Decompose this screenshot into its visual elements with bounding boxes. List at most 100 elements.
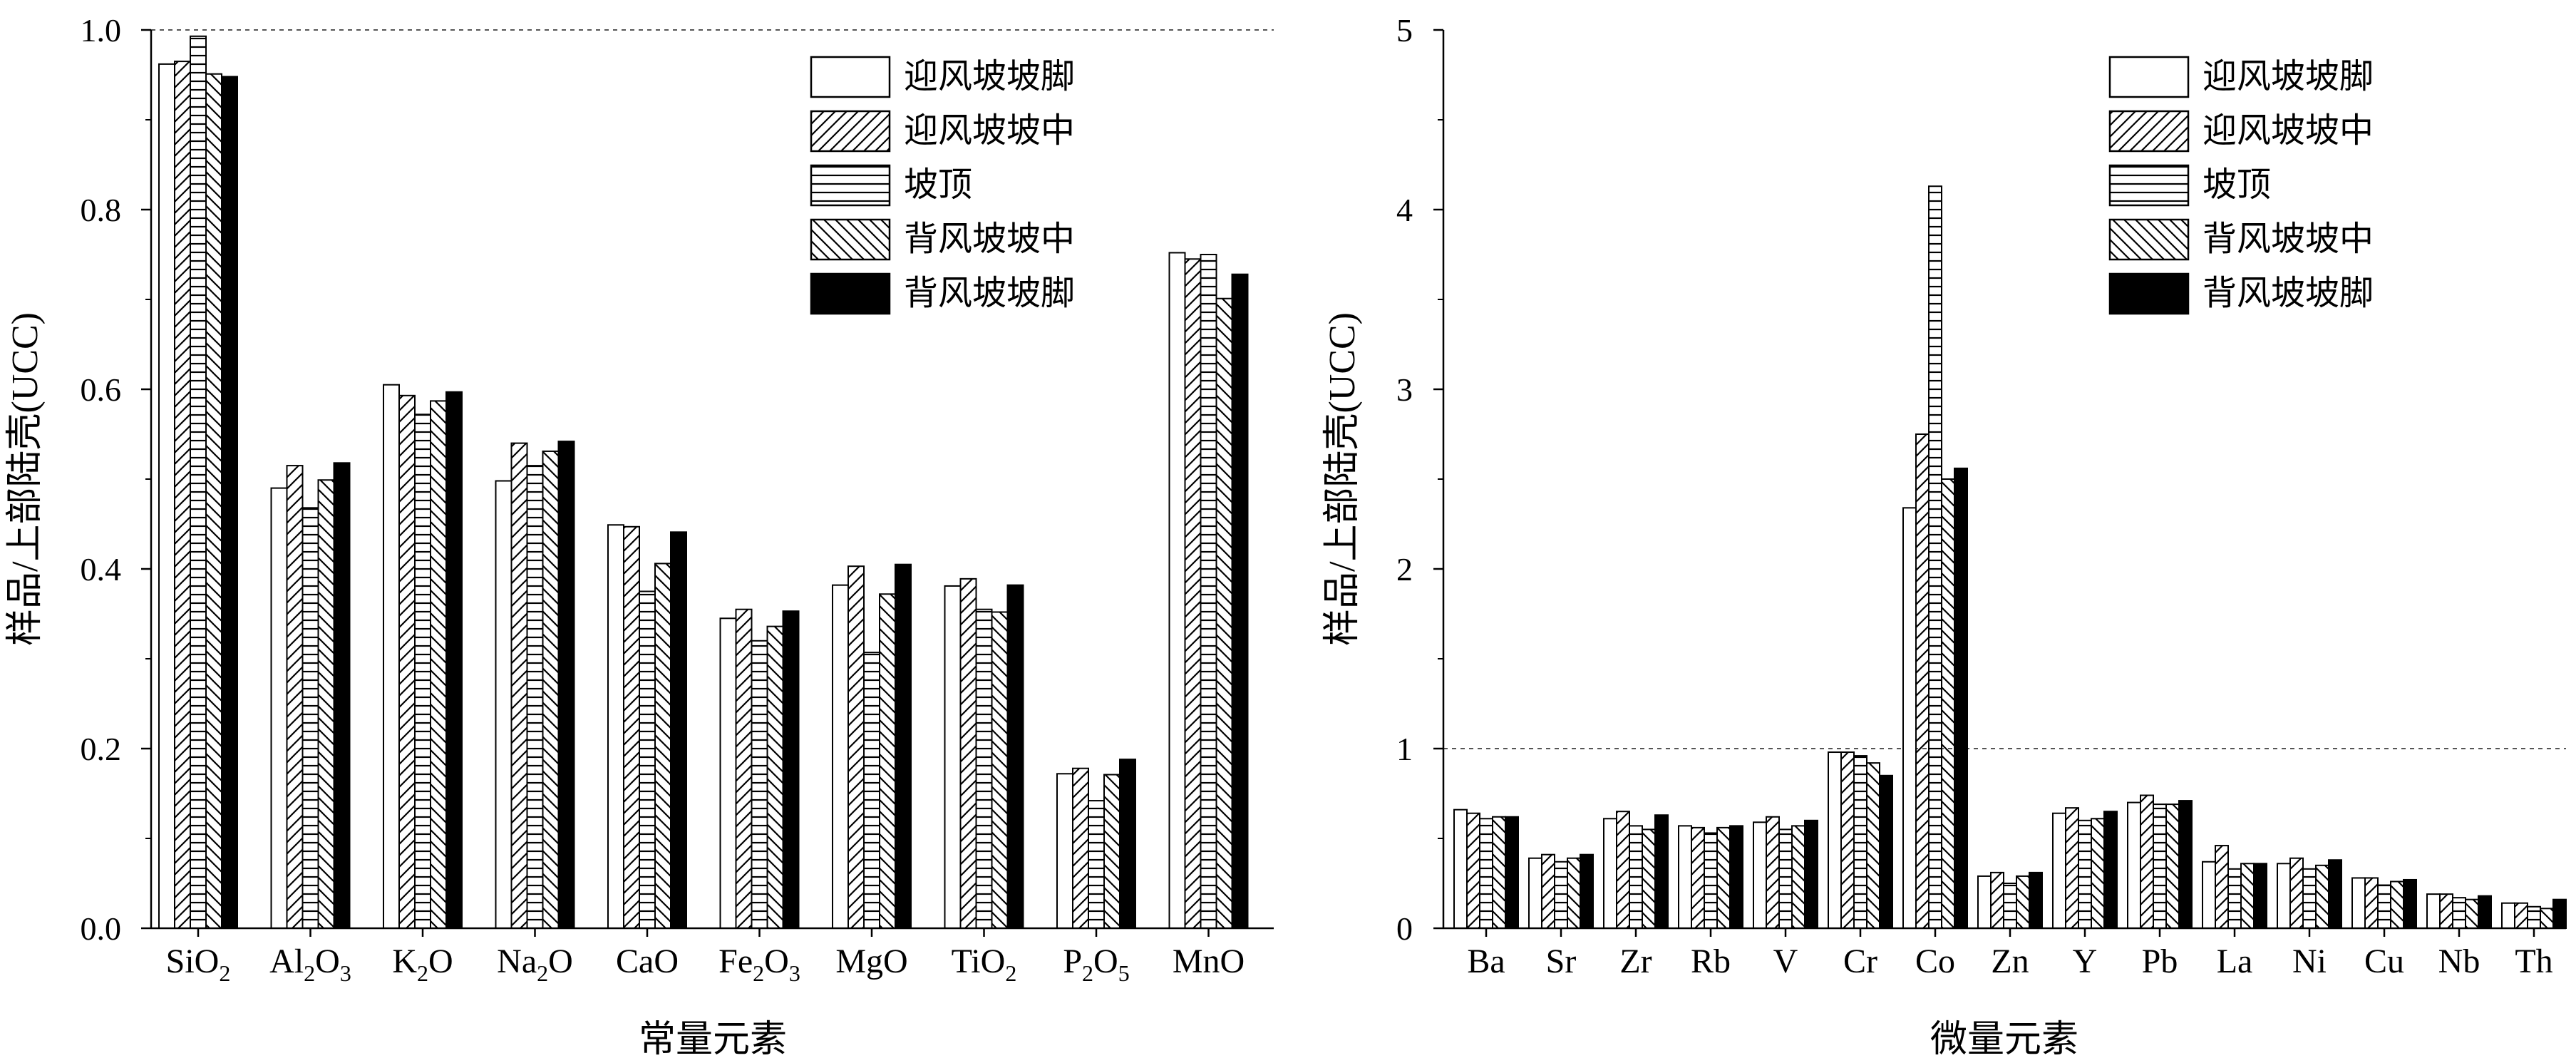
bar bbox=[383, 384, 400, 929]
bar bbox=[2003, 883, 2017, 929]
x-tick-label: MgO bbox=[835, 943, 907, 980]
bar bbox=[1778, 828, 1793, 930]
bar bbox=[991, 611, 1009, 929]
bar bbox=[1915, 433, 1930, 929]
bar bbox=[975, 608, 993, 929]
bar bbox=[430, 400, 447, 929]
legend-label: 迎风坡坡中 bbox=[904, 112, 1075, 150]
bar bbox=[847, 565, 865, 929]
x-tick-label: Ba bbox=[1467, 943, 1505, 980]
bar bbox=[2127, 801, 2141, 929]
x-tick-label: Zr bbox=[1619, 943, 1652, 980]
bar bbox=[2315, 864, 2329, 930]
bar bbox=[557, 441, 575, 929]
bar bbox=[1977, 875, 1992, 930]
bar bbox=[1554, 861, 1568, 930]
legend-swatch bbox=[2108, 272, 2190, 315]
y-axis-title: 样品/上部陆壳(UCC) bbox=[1322, 312, 1363, 646]
bar bbox=[2065, 807, 2079, 930]
legend-label: 迎风坡坡中 bbox=[2203, 112, 2374, 150]
bar bbox=[1567, 857, 1581, 929]
bar bbox=[2215, 845, 2229, 929]
bar bbox=[639, 590, 656, 929]
legend-label: 背风坡坡脚 bbox=[2203, 274, 2374, 312]
bar bbox=[1840, 751, 1855, 930]
bar bbox=[1753, 821, 1767, 929]
bar bbox=[2289, 857, 2304, 929]
x-tick-label: P2​O5​ bbox=[1063, 943, 1129, 986]
bar bbox=[221, 76, 238, 929]
bar bbox=[719, 617, 737, 929]
bar bbox=[333, 462, 351, 929]
bar bbox=[2202, 861, 2216, 930]
legend-label: 背风坡坡中 bbox=[2203, 220, 2374, 258]
bar bbox=[2478, 895, 2492, 930]
bar bbox=[1072, 767, 1089, 929]
bar bbox=[1466, 812, 1480, 929]
bar bbox=[766, 625, 784, 929]
bars bbox=[1453, 185, 2567, 930]
bar bbox=[2165, 803, 2180, 929]
bar bbox=[1941, 478, 1955, 929]
bar bbox=[2403, 878, 2417, 929]
bar bbox=[2364, 877, 2379, 929]
bar bbox=[1804, 819, 1818, 930]
x-tick-label: Fe2​O3​ bbox=[718, 943, 800, 986]
x-tick-label: Co bbox=[1915, 943, 1955, 980]
bar bbox=[526, 465, 544, 929]
bar bbox=[1691, 826, 1705, 929]
bar bbox=[445, 391, 463, 929]
bar bbox=[2103, 811, 2118, 929]
legend-label: 坡顶 bbox=[2203, 166, 2271, 204]
bar bbox=[286, 465, 304, 929]
x-tick-label: Pb bbox=[2142, 943, 2178, 980]
bar bbox=[1616, 811, 1630, 929]
bar bbox=[205, 73, 222, 930]
bar bbox=[1853, 755, 1867, 929]
x-tick-label: Na2​O bbox=[497, 943, 573, 986]
x-tick-label: La bbox=[2217, 943, 2253, 980]
major-elements-chart: 0.0 0.2 0.4 0.6 0.8 1.0 SiO2​ Al2​O3​ K2​O Na2​O C… bbox=[5, 12, 1274, 1060]
bar bbox=[1642, 828, 1656, 930]
bar bbox=[944, 585, 962, 929]
bar bbox=[1184, 258, 1202, 929]
bar bbox=[1828, 751, 1842, 930]
bar bbox=[1492, 816, 1506, 930]
bar bbox=[832, 584, 849, 929]
x-tick-label: CaO bbox=[616, 943, 679, 980]
bar bbox=[2540, 908, 2554, 930]
bar bbox=[863, 652, 880, 929]
bar bbox=[1528, 857, 1542, 929]
bar bbox=[495, 480, 512, 929]
bar bbox=[1603, 818, 1617, 930]
bar bbox=[2328, 859, 2342, 929]
legend-swatch bbox=[2108, 164, 2190, 207]
bar bbox=[2153, 803, 2167, 929]
bar bbox=[751, 640, 768, 929]
y-tick-label: 0.8 bbox=[81, 192, 122, 228]
bar bbox=[607, 524, 624, 929]
bar bbox=[2426, 893, 2441, 929]
bar bbox=[1479, 818, 1493, 930]
bar bbox=[1879, 774, 1893, 930]
bar bbox=[2253, 863, 2267, 930]
bar bbox=[1119, 759, 1136, 929]
bar bbox=[2465, 898, 2479, 930]
bar bbox=[174, 61, 191, 930]
bar bbox=[1215, 297, 1233, 929]
bar bbox=[302, 507, 319, 929]
bar bbox=[1729, 825, 1743, 929]
legend-swatch bbox=[810, 218, 891, 261]
bar bbox=[1580, 853, 1594, 930]
legend-label: 背风坡坡脚 bbox=[904, 274, 1075, 312]
bar bbox=[2091, 818, 2105, 930]
bar bbox=[2527, 905, 2541, 930]
bar bbox=[735, 608, 753, 929]
y-tick-label: 0.6 bbox=[81, 371, 122, 408]
bar bbox=[1791, 825, 1805, 929]
bar bbox=[1928, 185, 1942, 929]
y-tick-label: 0 bbox=[1396, 910, 1413, 947]
bar bbox=[2016, 875, 2030, 930]
